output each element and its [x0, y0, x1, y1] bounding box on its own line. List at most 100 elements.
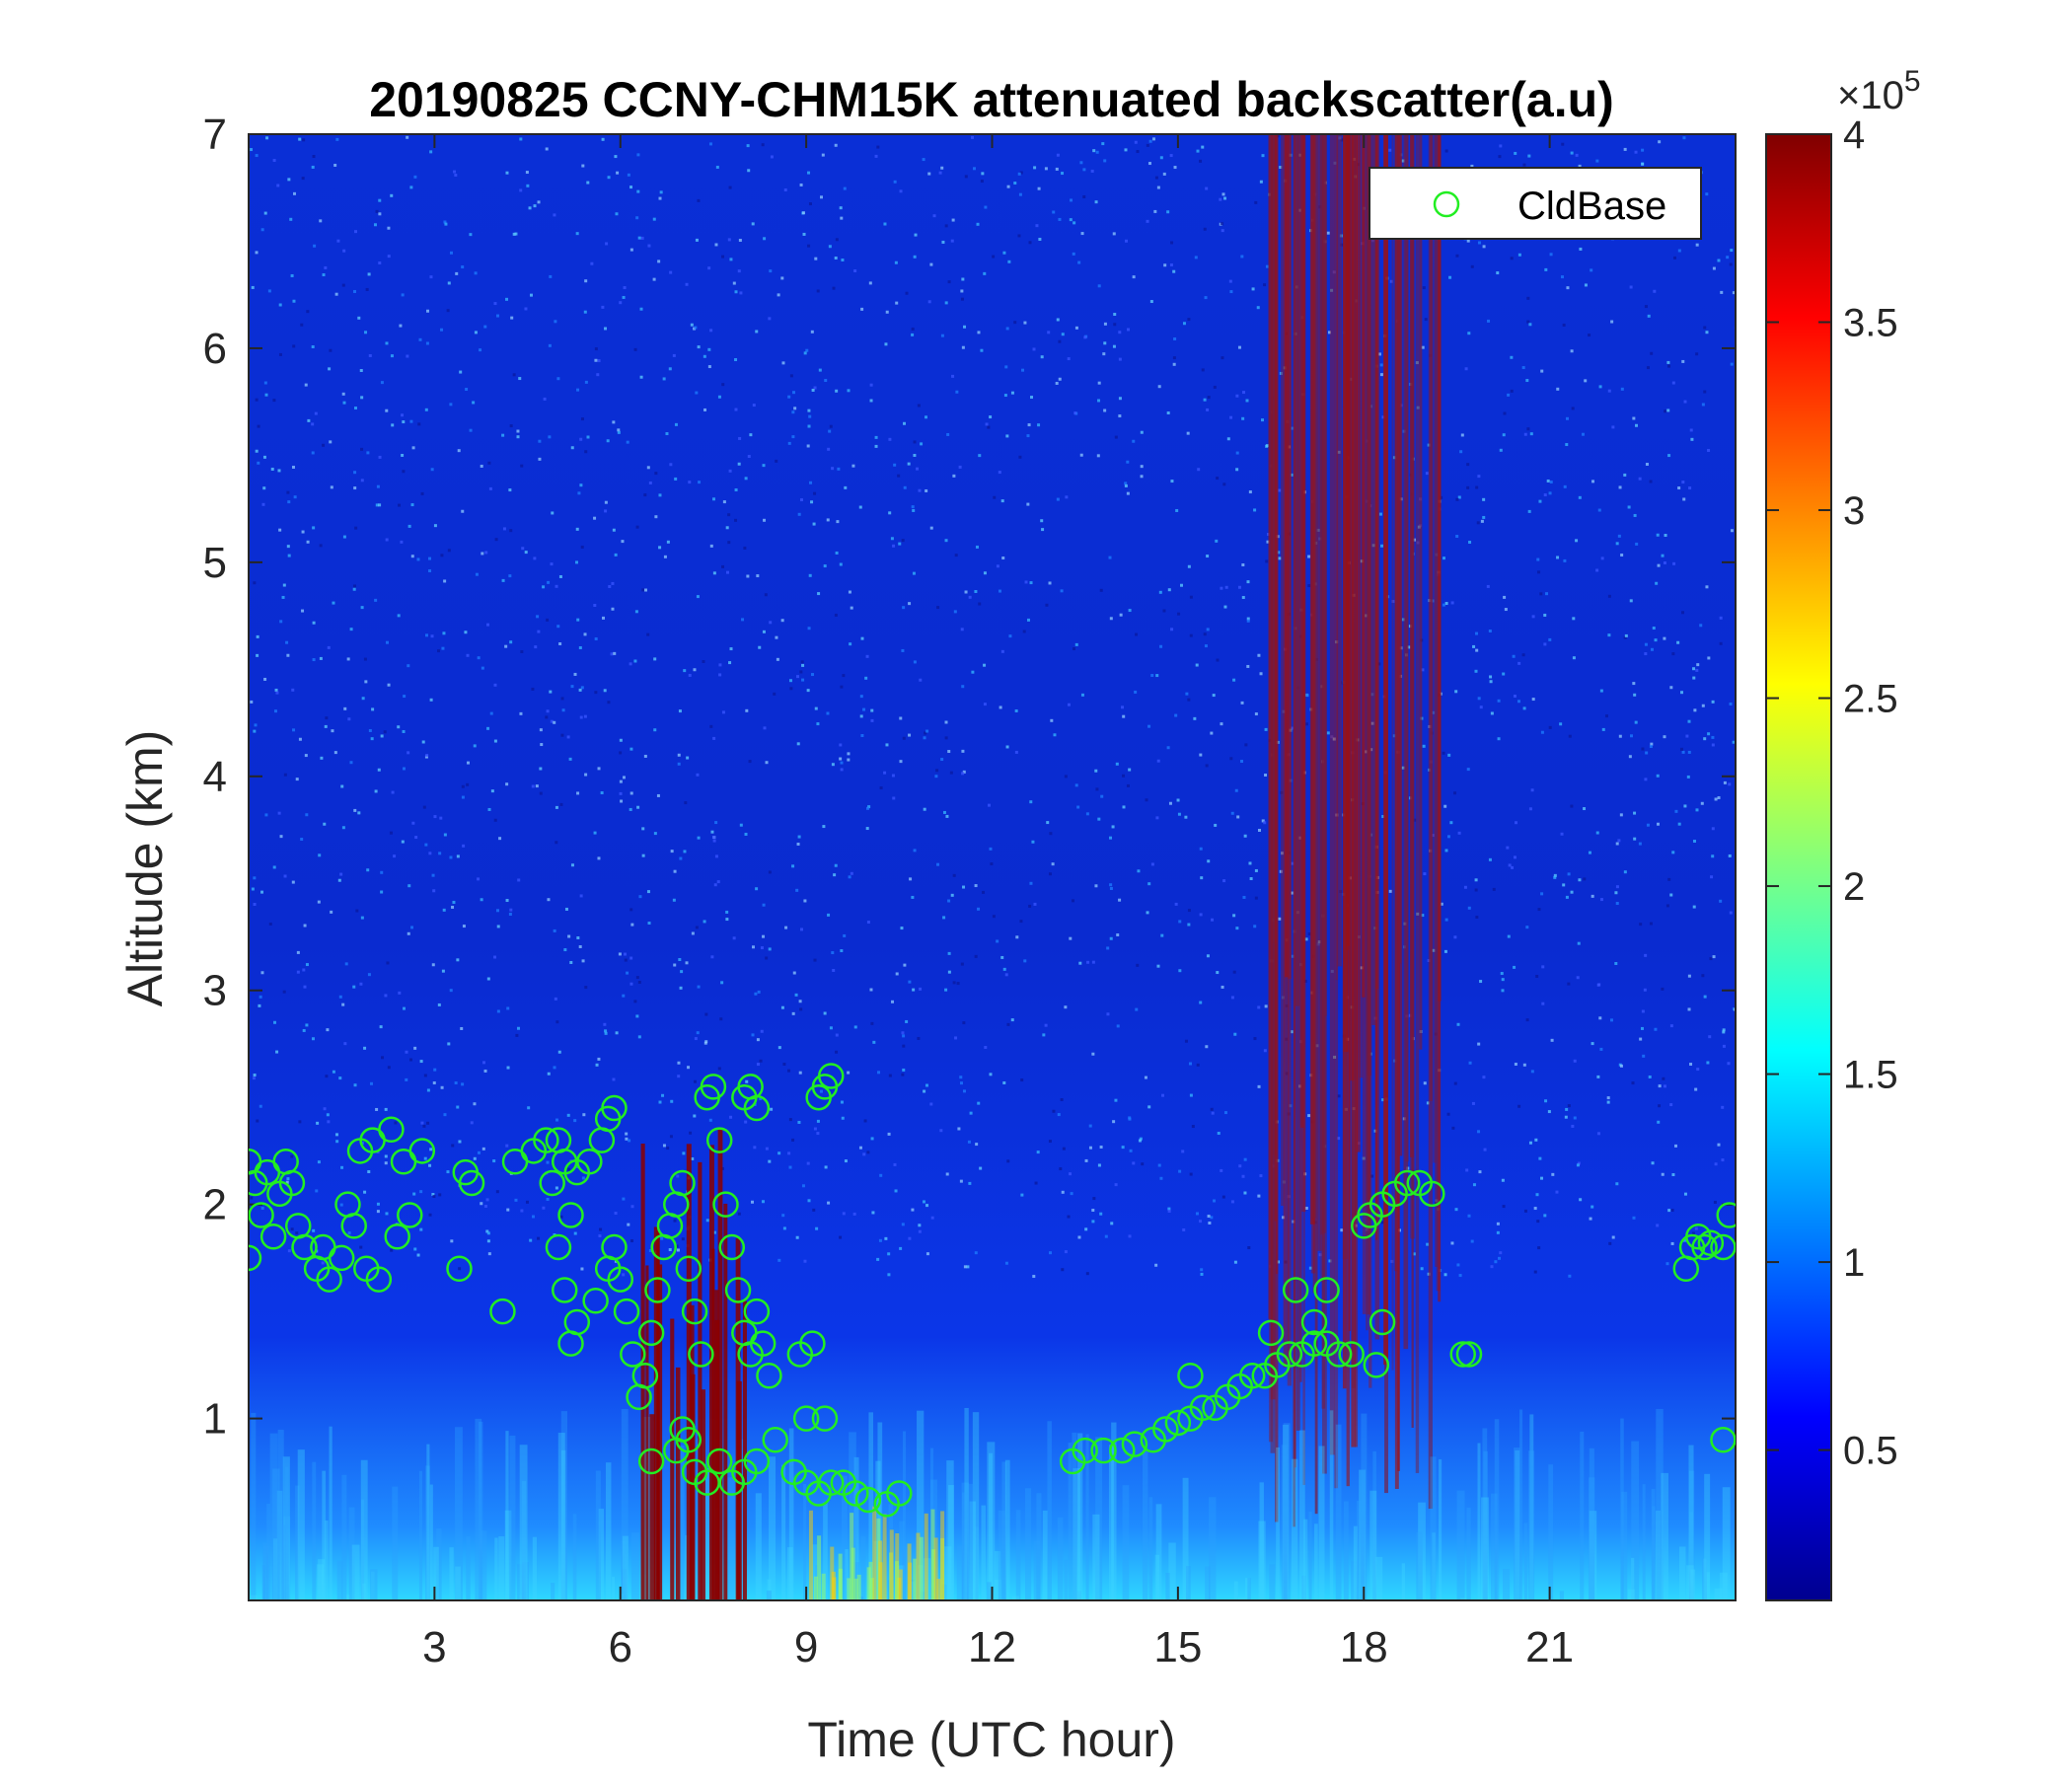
heatmap-aerosol	[392, 1487, 398, 1600]
heatmap-speck	[1065, 495, 1068, 498]
heatmap-speck	[363, 1047, 366, 1050]
heatmap-speck	[708, 365, 711, 368]
heatmap-speck	[763, 237, 766, 240]
heatmap-aerosol	[803, 1484, 806, 1600]
heatmap-speck	[1002, 1081, 1005, 1084]
heatmap-speck	[438, 852, 441, 854]
heatmap-speck	[1110, 617, 1113, 620]
heatmap-speck	[706, 1219, 709, 1222]
heatmap-speck	[1498, 155, 1501, 158]
heatmap-precip	[687, 1144, 692, 1600]
heatmap-speck	[1591, 895, 1594, 898]
heatmap-speck	[1196, 1212, 1199, 1215]
heatmap-speck	[254, 903, 257, 906]
heatmap-speck	[567, 735, 570, 738]
heatmap-speck	[891, 537, 894, 540]
heatmap-speck	[349, 761, 352, 764]
heatmap-speck	[1249, 490, 1252, 493]
heatmap-speck	[696, 774, 699, 777]
heatmap-speck	[864, 1119, 867, 1122]
heatmap-speck	[388, 1066, 391, 1069]
heatmap-speck	[758, 991, 761, 994]
heatmap-speck	[1147, 725, 1150, 728]
heatmap-speck	[811, 673, 814, 676]
heatmap-speck	[505, 1145, 508, 1148]
heatmap-speck	[1728, 782, 1731, 785]
heatmap-speck	[661, 1094, 664, 1097]
heatmap-speck	[1596, 832, 1599, 835]
heatmap-speck	[1207, 859, 1210, 862]
heatmap-speck	[369, 729, 372, 732]
heatmap-speck	[408, 525, 411, 528]
heatmap-speck	[1057, 154, 1060, 157]
heatmap-speck	[1458, 832, 1461, 835]
heatmap-speck	[1522, 366, 1525, 369]
heatmap-speck	[862, 1152, 865, 1155]
heatmap-aerosol	[1299, 1431, 1305, 1600]
heatmap-speck	[739, 239, 742, 242]
heatmap-speck	[814, 959, 817, 962]
heatmap-speck	[1263, 821, 1266, 824]
heatmap-speck	[515, 1034, 518, 1037]
heatmap-speck	[1692, 677, 1695, 680]
heatmap-speck	[1561, 833, 1564, 836]
heatmap-speck	[519, 137, 522, 140]
heatmap-speck	[1536, 558, 1539, 561]
heatmap-speck	[914, 849, 917, 852]
heatmap-speck	[807, 1162, 810, 1165]
heatmap-speck	[840, 206, 843, 209]
heatmap-speck	[952, 475, 955, 478]
heatmap-speck	[254, 1074, 257, 1076]
heatmap-speck	[1455, 1208, 1458, 1211]
heatmap-speck	[1205, 296, 1208, 299]
heatmap-speck	[1541, 1002, 1544, 1005]
heatmap-speck	[1650, 745, 1653, 748]
heatmap-speck	[636, 526, 639, 529]
heatmap-speck	[1065, 775, 1068, 778]
heatmap-speck	[895, 261, 898, 264]
heatmap-speck	[1529, 807, 1532, 810]
heatmap-speck	[888, 438, 891, 441]
heatmap-speck	[901, 1031, 904, 1034]
heatmap-speck	[1635, 543, 1638, 546]
heatmap-speck	[1514, 695, 1517, 698]
heatmap-speck	[689, 1132, 692, 1135]
heatmap-speck	[653, 218, 656, 221]
heatmap-speck	[364, 658, 367, 661]
heatmap-speck	[1526, 297, 1529, 300]
heatmap-speck	[1238, 346, 1241, 349]
heatmap-speck	[265, 394, 268, 397]
heatmap-speck	[859, 1147, 862, 1150]
heatmap-speck	[443, 579, 446, 582]
heatmap-speck	[869, 281, 872, 284]
heatmap-speck	[1018, 173, 1021, 176]
heatmap-speck	[1195, 256, 1198, 259]
heatmap-speck	[1669, 1103, 1672, 1106]
heatmap-speck	[340, 1166, 343, 1169]
y-tick-label: 2	[203, 1181, 227, 1229]
heatmap-speck	[735, 290, 738, 293]
heatmap-speck	[962, 886, 965, 889]
heatmap-speck	[1688, 975, 1691, 978]
heatmap-speck	[1157, 760, 1160, 763]
heatmap-speck	[1633, 694, 1636, 697]
heatmap-speck	[1720, 617, 1723, 620]
heatmap-speck	[1693, 840, 1696, 843]
heatmap-speck	[1610, 1018, 1613, 1021]
heatmap-speck	[1585, 283, 1588, 286]
heatmap-speck	[577, 491, 580, 494]
heatmap-speck	[968, 1141, 971, 1144]
heatmap-speck	[1260, 181, 1263, 184]
heatmap-speck	[638, 895, 641, 898]
y-tick-label: 6	[203, 325, 227, 373]
heatmap-speck	[682, 1237, 685, 1240]
heatmap-speck	[1551, 1039, 1554, 1042]
heatmap-speck	[1472, 1102, 1475, 1105]
heatmap-speck	[757, 1038, 760, 1041]
heatmap-speck	[256, 1120, 259, 1123]
heatmap-speck	[1255, 897, 1258, 900]
heatmap-speck	[265, 136, 268, 139]
heatmap-aerosol	[903, 1432, 906, 1600]
heatmap-aerosol	[426, 1445, 429, 1600]
heatmap-speck	[542, 1207, 545, 1210]
